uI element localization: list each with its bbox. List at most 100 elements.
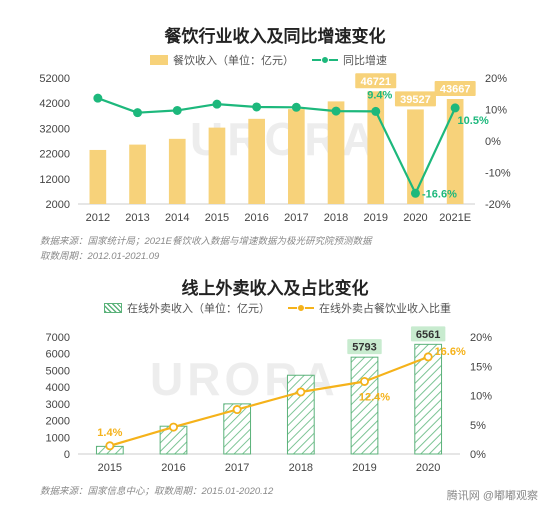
chart1-bar-label-box <box>355 73 397 89</box>
legend-swatch-bar <box>150 55 168 65</box>
chart2-line-label: 12.4% <box>359 391 390 403</box>
chart1-line-point <box>410 188 420 198</box>
footer-brand: 腾讯网 @嘟嘟观察 <box>446 490 538 502</box>
chart1-bar-label: 46721 <box>360 76 391 88</box>
chart1-yleft-tick: 42000 <box>39 98 70 110</box>
chart1-yleft-tick: 32000 <box>39 123 70 135</box>
chart2-x-tick: 2016 <box>161 462 185 474</box>
chart2-x-tick: 2018 <box>289 462 313 474</box>
chart1-x-tick: 2017 <box>284 212 308 224</box>
legend-swatch-hatch <box>104 303 122 313</box>
chart2-line-point <box>423 352 433 362</box>
chart1-bar <box>407 109 424 204</box>
chart1-line-point <box>331 106 341 116</box>
chart1-x-tick: 2014 <box>165 212 189 224</box>
chart1-legend: 餐饮收入（单位：亿元） 同比增速 <box>150 52 405 68</box>
chart2-line-label: 1.4% <box>97 427 122 439</box>
legend-swatch-line2 <box>288 303 314 313</box>
chart1-yleft-tick: 2000 <box>46 199 70 211</box>
chart2-bar-label: 6561 <box>416 329 440 341</box>
chart2-bar-label: 5793 <box>352 342 376 354</box>
legend-item-share: 在线外卖占餐饮业收入比重 <box>288 300 451 316</box>
chart2-source: 数据来源：国家信息中心；取数周期：2015.01-2020.12 <box>40 486 274 497</box>
chart2-yleft-tick: 3000 <box>46 399 70 411</box>
chart1-yleft-tick: 52000 <box>39 73 70 85</box>
chart2-line-label: 16.6% <box>435 346 466 358</box>
chart2-yleft-tick: 1000 <box>46 432 70 444</box>
chart2-yleft-tick: 4000 <box>46 382 70 394</box>
chart1-bar-label: 43667 <box>440 83 471 95</box>
chart1-yright-tick: 0% <box>485 136 501 148</box>
chart1-bar <box>89 149 107 204</box>
chart2-line-point <box>105 441 115 451</box>
chart2-yright-tick: 10% <box>470 391 492 403</box>
chart2-x-tick: 2017 <box>225 462 249 474</box>
chart1-source: 数据来源：国家统计局；2021E餐饮收入数据与增速数据为极光研究院预测数据 <box>40 236 372 247</box>
chart2-line-point <box>296 387 306 397</box>
legend-label-share: 在线外卖占餐饮业收入比重 <box>319 303 451 315</box>
chart1-x-tick: 2016 <box>244 212 268 224</box>
chart1-x-tick: 2015 <box>205 212 229 224</box>
chart2-yleft-tick: 2000 <box>46 416 70 428</box>
chart2-yright-tick: 0% <box>470 449 486 461</box>
chart1-series-line <box>97 97 457 195</box>
chart1-period: 取数周期：2012.01-2021.09 <box>40 251 160 262</box>
chart2-bar <box>414 343 443 455</box>
chart1-line-point <box>252 102 262 112</box>
chart2-series-line <box>109 355 429 447</box>
chart2-yright-tick: 20% <box>470 332 492 344</box>
chart2-yleft-tick: 0 <box>64 449 70 461</box>
chart1-yleft-tick: 12000 <box>39 174 70 186</box>
chart1-line-label: 9.4% <box>367 89 392 101</box>
legend-label-growth: 同比增速 <box>343 55 387 67</box>
chart2-line-point <box>232 405 242 415</box>
chart1-bar <box>129 144 146 204</box>
chart1-line-point <box>133 108 143 118</box>
chart1-yright-tick: 20% <box>485 73 507 85</box>
legend-label-online-revenue: 在线外卖收入（单位：亿元） <box>127 303 270 315</box>
chart2-legend: 在线外卖收入（单位：亿元） 在线外卖占餐饮业收入比重 <box>104 300 469 316</box>
chart1-bar-label-box <box>434 80 476 96</box>
chart1-yright-tick: 10% <box>485 105 507 117</box>
chart1-line-point <box>93 93 103 103</box>
chart1-title: 餐饮行业收入及同比增速变化 <box>164 27 386 46</box>
chart1-x-tick: 2020 <box>403 212 427 224</box>
chart1-x-tick: 2019 <box>364 212 388 224</box>
chart1-bar <box>208 127 226 204</box>
legend-item-online-revenue: 在线外卖收入（单位：亿元） <box>104 300 270 316</box>
chart2-x-tick: 2019 <box>352 462 376 474</box>
chart1-line-point <box>450 103 460 113</box>
chart1-yleft-tick: 22000 <box>39 149 70 161</box>
chart1-yright-tick: -20% <box>485 199 511 211</box>
chart2-line-point <box>168 422 178 432</box>
chart2-yright-tick: 5% <box>470 420 486 432</box>
chart1-line-point <box>291 102 301 112</box>
chart2-yleft-tick: 6000 <box>46 349 70 361</box>
chart2-x-tick: 2020 <box>416 462 440 474</box>
chart1-x-tick: 2013 <box>125 212 149 224</box>
chart1-line-point <box>212 99 222 109</box>
chart1-bar-label: 39527 <box>400 94 431 106</box>
chart1-bar <box>248 118 265 204</box>
chart1-bar <box>288 109 305 204</box>
chart1-line-point <box>172 105 182 115</box>
chart1-x-tick: 2021E <box>439 212 471 224</box>
chart1-x-tick: 2018 <box>324 212 348 224</box>
legend-label-revenue: 餐饮收入（单位：亿元） <box>173 55 294 67</box>
chart1-svg: 52000 42000 32000 22000 12000 2000 20% 10% 0% -10… <box>39 73 511 224</box>
chart1-line-point <box>371 106 381 116</box>
chart2-title: 线上外卖收入及占比变化 <box>181 279 369 298</box>
chart2-line-point <box>359 376 369 386</box>
chart2-bar-label-box <box>410 326 446 342</box>
chart1-yright-tick: -10% <box>485 168 511 180</box>
chart1-line-label: -16.6% <box>422 188 457 200</box>
chart2-bar-label-box <box>347 339 382 355</box>
chart2-yright-tick: 15% <box>470 361 492 373</box>
chart2-x-tick: 2015 <box>98 462 122 474</box>
chart1-bar <box>327 101 345 204</box>
chart2-svg: 7000 6000 5000 4000 3000 2000 1000 0 20% 15% 10% 5%… <box>46 326 492 474</box>
chart1-bar-label-box <box>394 91 436 107</box>
chart1-bar <box>446 98 464 204</box>
chart1-bar <box>168 138 186 204</box>
chart2-bar <box>286 374 315 455</box>
